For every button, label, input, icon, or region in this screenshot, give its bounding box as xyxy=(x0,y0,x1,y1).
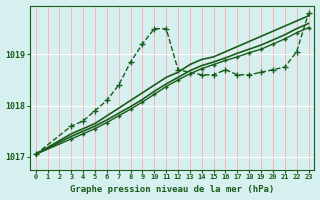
X-axis label: Graphe pression niveau de la mer (hPa): Graphe pression niveau de la mer (hPa) xyxy=(70,185,274,194)
